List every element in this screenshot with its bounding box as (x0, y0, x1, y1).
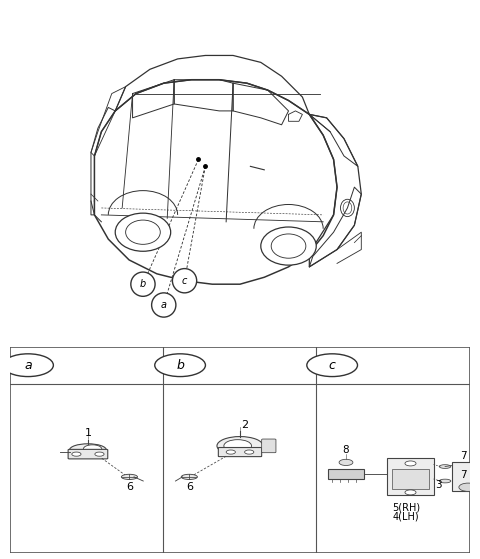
Circle shape (131, 272, 155, 296)
Ellipse shape (439, 479, 451, 483)
Text: 2: 2 (241, 420, 248, 430)
Text: b: b (140, 279, 146, 289)
Ellipse shape (115, 213, 171, 251)
Circle shape (226, 450, 235, 454)
Text: 7: 7 (460, 470, 467, 480)
Circle shape (459, 483, 477, 491)
Circle shape (307, 354, 358, 377)
Ellipse shape (181, 474, 197, 480)
Text: 4(LH): 4(LH) (393, 511, 419, 521)
Circle shape (405, 490, 416, 495)
Bar (387, 458, 433, 495)
Circle shape (339, 459, 353, 466)
FancyBboxPatch shape (262, 439, 276, 453)
Bar (392, 468, 429, 489)
Circle shape (152, 293, 176, 317)
Text: 7: 7 (460, 451, 467, 461)
Circle shape (245, 450, 254, 454)
Circle shape (95, 452, 104, 456)
Circle shape (473, 468, 480, 473)
FancyBboxPatch shape (218, 448, 262, 457)
Circle shape (72, 452, 81, 456)
Ellipse shape (84, 445, 102, 453)
Circle shape (405, 461, 416, 466)
Bar (452, 462, 480, 491)
Text: c: c (182, 276, 187, 286)
Circle shape (172, 268, 197, 293)
Bar (327, 468, 364, 479)
Text: a: a (161, 300, 167, 310)
Ellipse shape (70, 444, 107, 456)
Ellipse shape (261, 227, 316, 265)
Ellipse shape (224, 439, 252, 452)
Text: 6: 6 (186, 482, 193, 492)
Circle shape (3, 354, 53, 377)
FancyBboxPatch shape (68, 449, 108, 459)
Text: a: a (24, 359, 32, 372)
Text: 1: 1 (84, 428, 91, 438)
Text: b: b (176, 359, 184, 372)
Ellipse shape (217, 437, 263, 455)
Ellipse shape (121, 474, 137, 480)
Text: 5(RH): 5(RH) (392, 503, 420, 513)
Text: c: c (329, 359, 336, 372)
Text: 3: 3 (435, 480, 442, 490)
Text: 6: 6 (126, 482, 133, 492)
Circle shape (155, 354, 205, 377)
Text: 8: 8 (343, 445, 349, 455)
Ellipse shape (439, 465, 451, 468)
